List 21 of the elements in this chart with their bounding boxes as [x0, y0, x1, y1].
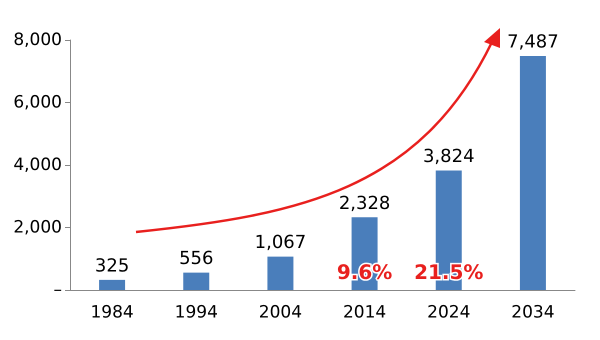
- y-tick-label: 6,000: [13, 92, 62, 112]
- data-label: 3,824: [422, 146, 475, 167]
- data-label: 1,067: [254, 232, 306, 254]
- data-label: 556: [179, 248, 214, 270]
- x-tick-label: 2004: [258, 302, 302, 322]
- data-label: 2,328: [338, 192, 390, 214]
- x-tick-label: 2024: [427, 302, 470, 322]
- data-label: 325: [94, 255, 130, 276]
- x-tick-label: 1994: [174, 302, 218, 322]
- bar: [267, 256, 294, 290]
- y-tick-label: 2,000: [13, 218, 62, 238]
- x-tick-label: 2014: [342, 302, 386, 322]
- bar: [520, 56, 546, 290]
- bar: [99, 280, 126, 290]
- y-tick-label: –: [54, 280, 62, 300]
- data-label: 7,487: [507, 32, 559, 53]
- x-tick-label: 1984: [90, 302, 134, 322]
- y-tick-label: 4,000: [13, 155, 62, 175]
- bar: [183, 272, 210, 290]
- x-tick-label: 2034: [511, 302, 555, 322]
- y-tick-label: 8,000: [13, 30, 62, 50]
